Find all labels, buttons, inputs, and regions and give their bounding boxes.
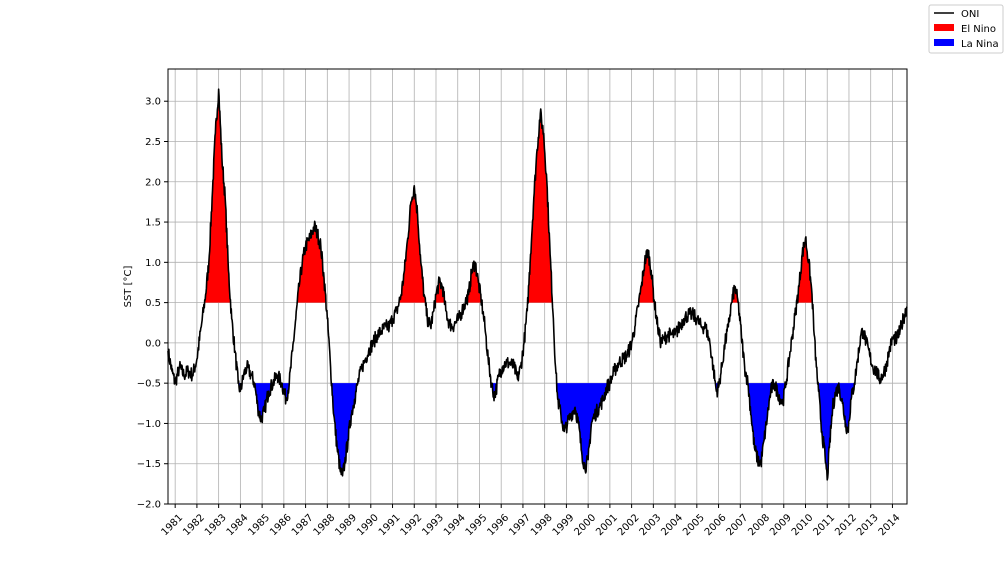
y-tick-label: 3.0 [145, 97, 161, 108]
y-tick-label: −1.5 [137, 459, 161, 470]
el-nino-fill [528, 109, 553, 303]
y-axis-label: SST [°C] [123, 266, 134, 308]
el-nino-fill [297, 221, 326, 303]
el-nino-fill [638, 249, 655, 303]
anomaly-fills [174, 89, 854, 480]
legend: ONI El Nino La Nina [928, 4, 1004, 54]
la-nina-fill [331, 383, 358, 476]
el-nino-fill [204, 89, 231, 303]
la-nina-fill [556, 383, 608, 473]
el-nino-fill [435, 277, 445, 303]
legend-el-nino-swatch [934, 24, 954, 31]
el-nino-fill [798, 236, 813, 303]
legend-la-nina-swatch [934, 39, 954, 46]
legend-la-nina-label: La Nina [961, 39, 999, 50]
el-nino-fill [399, 185, 426, 303]
la-nina-fill [839, 383, 854, 434]
la-nina-fill [748, 383, 772, 467]
y-tick-label: −2.0 [137, 500, 161, 511]
oni-line [167, 88, 908, 481]
y-tick-label: −0.5 [137, 379, 161, 390]
legend-oni-label: ONI [961, 9, 979, 20]
y-tick-label: −1.0 [137, 419, 161, 430]
legend-el-nino-label: El Nino [961, 24, 996, 35]
y-tick-label: 2.5 [145, 137, 161, 148]
y-tick-label: 1.5 [145, 218, 161, 229]
y-tick-label: 2.0 [145, 177, 161, 188]
y-tick-label: 0.5 [145, 298, 161, 309]
oni-series [167, 88, 908, 481]
y-tick-label: 1.0 [145, 258, 161, 269]
y-tick-label: 0.0 [145, 338, 161, 349]
la-nina-fill [818, 383, 839, 480]
y-axis-ticks: −2.0 −1.5 −1.0 −0.5 0.0 0.5 1.0 1.5 2.0 2.5 3.0 [137, 97, 168, 511]
axes-frame [167, 68, 908, 505]
